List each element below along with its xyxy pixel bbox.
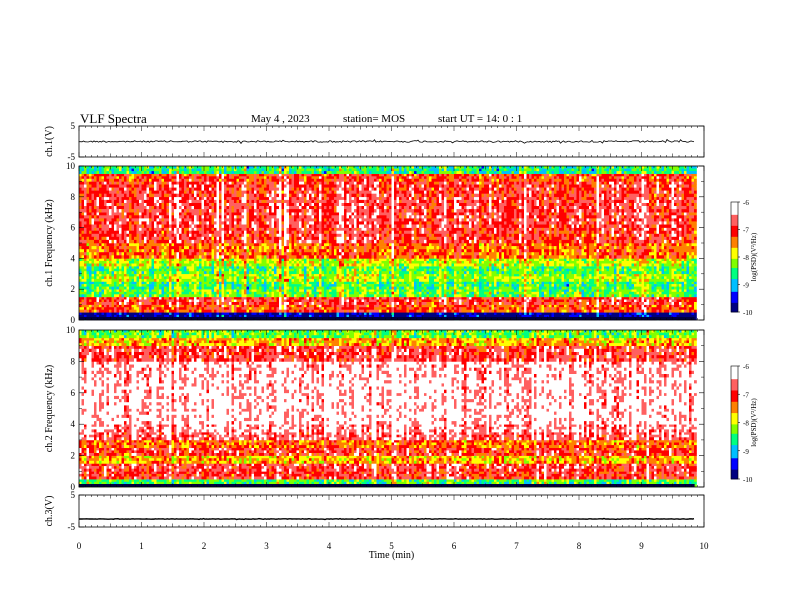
y-tick-label: 10 [66,325,76,335]
y-tick-label: 5 [71,490,76,500]
ch2-spectrogram-cells [79,330,697,487]
y-tick-label: 5 [71,121,76,131]
ch2-spectrogram-ylabel: ch.2 Frequency (kHz) [44,365,55,452]
ch3-waveform-line [79,519,694,520]
y-tick-label: -5 [68,522,76,532]
x-tick-label: 9 [639,541,644,551]
ch1-spectrogram-ylabel: ch.1 Frequency (kHz) [44,199,55,286]
y-tick-label: 0 [71,315,76,325]
ch3-waveform-ylabel: ch.3(V) [44,496,55,527]
x-tick-label: 7 [514,541,519,551]
y-tick-label: 10 [66,161,76,171]
y-tick-label: 6 [71,223,76,233]
ch1-waveform-ylabel: ch.1(V) [44,126,55,157]
y-tick-label: 4 [71,253,76,263]
colorbar-tick-label: -10 [743,309,753,317]
colorbar-tick-label: -9 [743,448,749,456]
ch1-spectrogram-colorbar [731,202,738,312]
y-tick-label: 2 [71,451,76,461]
ch1-waveform-trace [79,140,694,144]
colorbar-label: log(PSD)(V²/Hz) [750,232,758,281]
x-tick-label: 8 [577,541,582,551]
colorbar-tick-label: -7 [743,227,749,235]
colorbar-tick-label: -8 [743,254,749,262]
colorbar-label: log(PSD)(V²/Hz) [750,398,758,447]
x-tick-label: 4 [327,541,332,551]
x-tick-label: 0 [77,541,82,551]
y-tick-label: 6 [71,388,76,398]
x-tick-label: 2 [202,541,207,551]
x-axis-label: Time (min) [369,550,414,561]
colorbar-tick-label: -6 [743,363,749,371]
vlf-spectra-figure: 5 -5 ch.1(V) -6 -7 -8 -9 -10 log(PSD)(V²/Hz) 0 2 4 6… [0,0,792,612]
ch2-spectrogram-colorbar [731,366,738,479]
x-tick-label: 10 [700,541,710,551]
ch2-spectrogram-base-strip [79,484,695,487]
x-tick-label: 1 [139,541,144,551]
y-tick-label: 8 [71,356,76,366]
y-tick-label: 2 [71,284,76,294]
x-tick-label: 6 [452,541,457,551]
colorbar-tick-label: -8 [743,420,749,428]
colorbar-tick-label: -7 [743,391,749,399]
ch1-spectrogram-cells [79,166,697,320]
y-tick-label: 4 [71,419,76,429]
y-tick-label: 8 [71,192,76,202]
ch1-waveform-line [79,140,694,144]
ch3-waveform-trace [79,519,694,520]
colorbar-tick-label: -9 [743,282,749,290]
colorbar-tick-label: -6 [743,199,749,207]
colorbar-tick-label: -10 [743,476,753,484]
ch1-spectrogram-base-strip [79,317,695,320]
x-tick-label: 3 [264,541,269,551]
